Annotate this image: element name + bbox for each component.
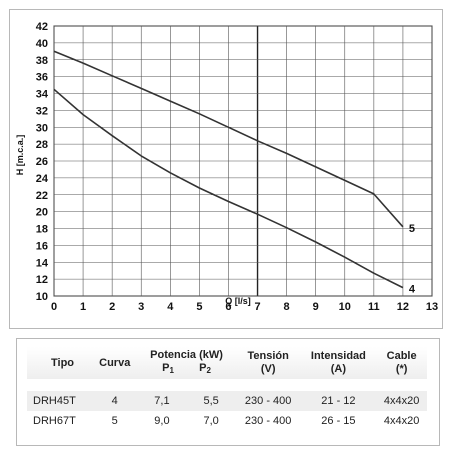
y-tick-label: 32 — [36, 105, 48, 117]
y-tick-label: 30 — [36, 122, 48, 134]
tick-labels: 0 1 2 3 4 5 6 7 8 9 10 11 12 131012141618202224262830… — [36, 21, 438, 313]
x-tick-label: 12 — [397, 301, 409, 313]
x-tick-label: 13 — [426, 301, 438, 313]
table-row: DRH67T 5 9,0 7,0 230 - 400 26 - 15 4x4x2… — [27, 411, 427, 431]
x-tick-label: 11 — [368, 301, 380, 313]
y-tick-label: 12 — [36, 274, 48, 286]
header-p2: P2 — [199, 362, 211, 375]
x-axis-label: Q [l/s] — [225, 296, 251, 306]
x-tick-label: 8 — [284, 301, 290, 313]
x-tick-label: 3 — [138, 301, 144, 313]
x-tick-label: 4 — [167, 301, 174, 313]
pump-curve-chart: 0 1 2 3 4 5 6 7 8 9 10 11 12 131012141618202224262830… — [15, 21, 438, 313]
y-tick-label: 10 — [36, 291, 48, 303]
x-tick-label: 10 — [339, 301, 351, 313]
y-tick-label: 16 — [36, 240, 48, 252]
specs-table-panel: Tipo Curva Potencia (kW) P1 P2 Tensión (V… — [16, 338, 440, 446]
header-potencia: Potencia (kW) P1 P2 — [137, 347, 236, 379]
x-tick-label: 6 — [225, 301, 231, 313]
x-tick-label: 2 — [109, 301, 115, 313]
grid — [53, 25, 433, 297]
header-intensidad: Intensidad (A) — [300, 347, 377, 379]
y-axis-label: H [m.c.a.] — [15, 135, 25, 176]
chart-panel: 0 1 2 3 4 5 6 7 8 9 10 11 12 13 10 12 14 16 18 20 22 24 26 28 30… — [9, 9, 443, 329]
cell-curva: 5 — [111, 415, 118, 427]
y-tick-label: 14 — [36, 257, 49, 269]
cell-p2: 5,5 — [186, 391, 236, 411]
x-tick-label: 9 — [313, 301, 319, 313]
table-row: DRH45T 4 7,1 5,5 230 - 400 21 - 12 4x4x2… — [27, 391, 427, 411]
x-tick-label: 7 — [254, 301, 260, 313]
cell-p1: 9,0 — [154, 415, 170, 427]
series-label-5: 5 — [409, 223, 415, 235]
header-tension: Tensión (V) — [235, 347, 301, 379]
cell-cable: 4x4x20 — [376, 391, 427, 411]
specs-table: Tipo Curva Potencia (kW) P1 P2 Tensión (V… — [27, 347, 427, 431]
y-tick-label: 28 — [36, 139, 48, 151]
y-tick-label: 22 — [36, 190, 48, 202]
header-potencia-label: Potencia (kW) — [150, 349, 223, 361]
cell-intensidad: 26 - 15 — [321, 415, 356, 427]
header-cable: Cable (*) — [376, 347, 427, 379]
x-tick-label: 5 — [196, 301, 202, 313]
header-tipo: Tipo — [27, 347, 93, 379]
x-tick-label: 0 — [51, 301, 57, 313]
y-tick-label: 40 — [36, 38, 48, 50]
cell-tipo: DRH67T — [33, 415, 76, 427]
cell-tension: 230 - 400 — [244, 415, 292, 427]
series-lines: 54 — [53, 50, 416, 296]
y-tick-label: 26 — [36, 156, 48, 168]
y-tick-label: 20 — [36, 207, 48, 219]
cell-cable: 4x4x20 — [383, 415, 420, 427]
y-tick-label: 34 — [36, 89, 49, 101]
y-tick-label: 18 — [36, 224, 48, 236]
cell-p1: 7,1 — [137, 391, 187, 411]
cell-curva: 4 — [92, 391, 138, 411]
y-tick-label: 24 — [36, 173, 49, 185]
cell-intensidad: 21 - 12 — [300, 391, 377, 411]
y-tick-label: 42 — [36, 21, 48, 33]
header-curva: Curva — [92, 347, 138, 379]
series-line-4 — [53, 88, 404, 289]
y-tick-label: 36 — [36, 72, 48, 84]
series-line-5 — [53, 50, 404, 228]
y-tick-label: 38 — [36, 55, 48, 67]
cell-p2: 7,0 — [203, 415, 219, 427]
header-p1: P1 — [162, 362, 174, 375]
x-tick-label: 1 — [80, 301, 86, 313]
cell-tension: 230 - 400 — [235, 391, 301, 411]
series-label-4: 4 — [409, 284, 416, 296]
cell-tipo: DRH45T — [27, 391, 93, 411]
